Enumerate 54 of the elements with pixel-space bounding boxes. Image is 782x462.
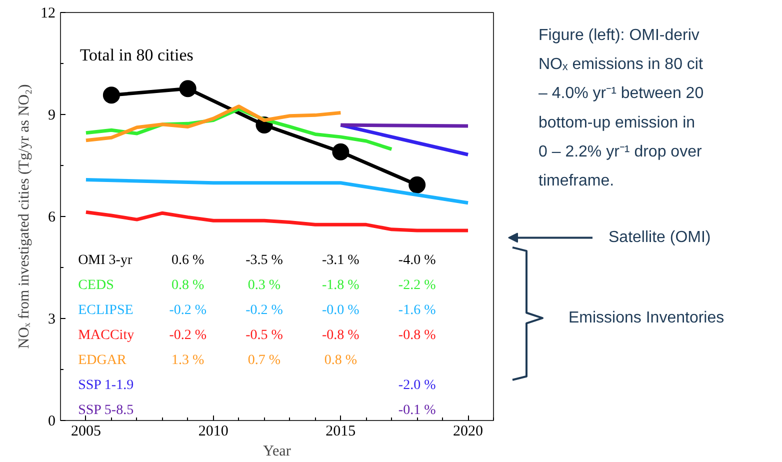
annotation: -3.5 % bbox=[246, 252, 284, 268]
annotation: -0.0 % bbox=[322, 302, 360, 318]
point bbox=[179, 80, 196, 98]
text: MACCity bbox=[78, 328, 134, 344]
annotation: -0.2 % bbox=[169, 302, 207, 318]
line-series bbox=[84, 210, 470, 232]
annotation: -1.6 % bbox=[398, 302, 436, 318]
text: EDGAR bbox=[78, 353, 127, 368]
annotation: 0.8 % bbox=[324, 353, 358, 368]
y-tick-label: 0 bbox=[48, 414, 56, 430]
y-tick-label: 12 bbox=[40, 6, 56, 22]
point bbox=[408, 176, 426, 194]
annotation: -1.8 % bbox=[322, 278, 360, 293]
annotation: -0.1 % bbox=[398, 403, 436, 418]
annotation: -3.1 % bbox=[322, 252, 360, 268]
x-axis-title: Year bbox=[263, 444, 291, 460]
annotation: 0.7 % bbox=[248, 353, 281, 368]
annotation: Total in 80 cities bbox=[80, 46, 194, 64]
annotation: -2.0 % bbox=[398, 378, 436, 394]
text: ECLIPSE bbox=[78, 302, 134, 318]
text: OMI 3-yr bbox=[78, 252, 132, 268]
text: Figure (left): OMI-deriv bbox=[538, 26, 700, 44]
annotation: -0.8 % bbox=[322, 328, 360, 344]
text: SSP 1-1.9 bbox=[78, 378, 134, 394]
annotation: -4.0 % bbox=[398, 252, 436, 268]
y-tick-label: 6 bbox=[48, 210, 56, 226]
x-tick-label: 2005 bbox=[70, 424, 101, 440]
text: timeframe. bbox=[538, 172, 614, 190]
y-axis-title: NOₓ from investigated cities (Tg/yr as NO₂) bbox=[16, 84, 32, 349]
text: CEDS bbox=[78, 278, 114, 293]
line-series bbox=[84, 104, 342, 142]
y-tick-label: 3 bbox=[48, 312, 56, 328]
text: SSP 5-8.5 bbox=[78, 403, 134, 418]
text: 0 – 2.2% yr⁻¹ drop over bbox=[538, 144, 702, 161]
annotation: -0.2 % bbox=[169, 328, 207, 344]
x-tick-label: 2015 bbox=[326, 424, 356, 440]
annotation: -2.2 % bbox=[398, 278, 436, 293]
y-tick-label: 9 bbox=[48, 108, 56, 124]
text: Satellite (OMI) bbox=[608, 229, 711, 246]
point bbox=[332, 143, 350, 160]
point bbox=[102, 86, 120, 104]
annotation: 0.6 % bbox=[172, 252, 205, 268]
annotation: 0.3 % bbox=[248, 278, 281, 293]
text: bottom-up emission in bbox=[538, 114, 696, 132]
annotation: 1.3 % bbox=[172, 353, 205, 368]
annotation: -0.5 % bbox=[246, 328, 284, 344]
annotation: 0.8 % bbox=[172, 278, 205, 293]
annotation: -0.8 % bbox=[398, 328, 436, 344]
text: – 4.0% yr⁻¹ between 20 bbox=[538, 85, 704, 102]
annotation: -0.2 % bbox=[246, 302, 284, 318]
text: Emissions Inventories bbox=[568, 310, 724, 327]
text: NOₓ emissions in 80 cit bbox=[538, 56, 704, 74]
x-tick-label: 2010 bbox=[198, 424, 228, 440]
x-tick-label: 2020 bbox=[453, 424, 484, 440]
